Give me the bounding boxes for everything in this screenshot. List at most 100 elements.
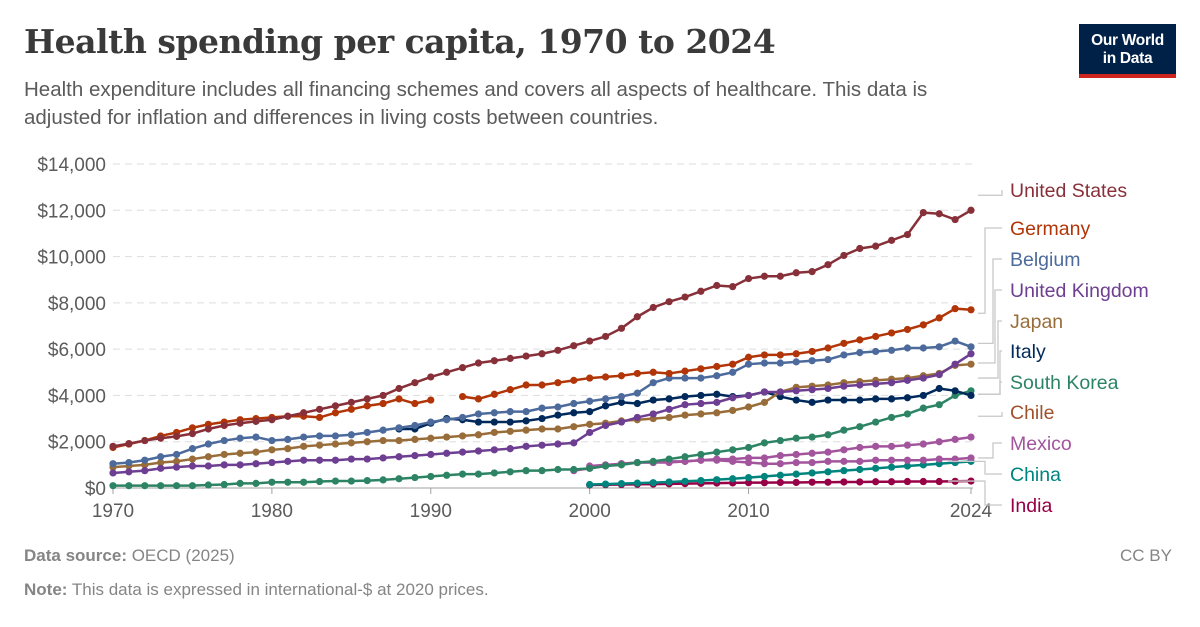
data-point[interactable] bbox=[872, 347, 880, 356]
data-point[interactable] bbox=[363, 395, 371, 403]
data-point[interactable] bbox=[331, 402, 340, 410]
data-point[interactable] bbox=[617, 418, 626, 426]
data-point[interactable] bbox=[204, 462, 212, 470]
data-point[interactable] bbox=[887, 395, 896, 403]
data-point[interactable] bbox=[570, 423, 578, 431]
data-point[interactable] bbox=[872, 442, 880, 450]
data-point[interactable] bbox=[824, 457, 832, 465]
data-point[interactable] bbox=[824, 261, 832, 269]
data-point[interactable] bbox=[935, 343, 943, 351]
data-point[interactable] bbox=[856, 336, 864, 344]
data-point[interactable] bbox=[808, 433, 816, 441]
data-point[interactable] bbox=[617, 480, 626, 488]
series-label[interactable]: Germany bbox=[1010, 218, 1090, 240]
data-point[interactable] bbox=[840, 351, 848, 359]
data-point[interactable] bbox=[458, 448, 467, 456]
data-point[interactable] bbox=[601, 395, 610, 403]
data-point[interactable] bbox=[633, 389, 641, 397]
data-point[interactable] bbox=[554, 346, 562, 354]
series-italy[interactable] bbox=[395, 384, 975, 433]
data-point[interactable] bbox=[840, 396, 848, 404]
data-point[interactable] bbox=[300, 456, 308, 464]
data-point[interactable] bbox=[427, 472, 435, 481]
data-point[interactable] bbox=[538, 404, 546, 412]
data-point[interactable] bbox=[919, 440, 927, 448]
data-point[interactable] bbox=[220, 436, 228, 445]
data-point[interactable] bbox=[522, 352, 530, 360]
data-point[interactable] bbox=[967, 454, 975, 462]
data-point[interactable] bbox=[268, 416, 276, 424]
data-point[interactable] bbox=[300, 409, 308, 417]
data-point[interactable] bbox=[331, 440, 340, 448]
data-point[interactable] bbox=[872, 380, 880, 388]
data-point[interactable] bbox=[744, 274, 753, 283]
data-point[interactable] bbox=[697, 391, 705, 400]
data-point[interactable] bbox=[633, 479, 641, 487]
data-point[interactable] bbox=[776, 452, 784, 460]
data-point[interactable] bbox=[379, 399, 387, 408]
data-point[interactable] bbox=[903, 462, 912, 470]
data-point[interactable] bbox=[776, 471, 784, 479]
data-point[interactable] bbox=[554, 440, 562, 448]
series-label[interactable]: Italy bbox=[1010, 341, 1046, 363]
data-point[interactable] bbox=[824, 468, 832, 476]
data-point[interactable] bbox=[760, 439, 769, 447]
data-point[interactable] bbox=[935, 438, 943, 446]
data-point[interactable] bbox=[554, 465, 562, 474]
data-point[interactable] bbox=[315, 432, 324, 440]
data-point[interactable] bbox=[903, 410, 912, 418]
series-belgium[interactable] bbox=[109, 337, 975, 468]
data-point[interactable] bbox=[633, 313, 641, 321]
data-point[interactable] bbox=[522, 467, 530, 475]
data-point[interactable] bbox=[665, 478, 673, 486]
data-point[interactable] bbox=[713, 281, 721, 290]
data-point[interactable] bbox=[856, 465, 864, 474]
data-point[interactable] bbox=[856, 423, 864, 431]
data-point[interactable] bbox=[744, 443, 753, 452]
data-point[interactable] bbox=[903, 376, 912, 384]
data-point[interactable] bbox=[665, 298, 673, 306]
data-point[interactable] bbox=[760, 351, 769, 359]
data-point[interactable] bbox=[840, 251, 848, 260]
data-point[interactable] bbox=[363, 476, 371, 485]
data-point[interactable] bbox=[951, 305, 959, 313]
data-point[interactable] bbox=[760, 460, 769, 468]
data-point[interactable] bbox=[109, 442, 117, 450]
data-point[interactable] bbox=[443, 433, 451, 441]
data-point[interactable] bbox=[919, 209, 927, 217]
data-point[interactable] bbox=[697, 450, 705, 459]
data-point[interactable] bbox=[887, 413, 896, 422]
data-point[interactable] bbox=[379, 391, 387, 400]
data-point[interactable] bbox=[188, 482, 197, 490]
data-point[interactable] bbox=[379, 476, 387, 484]
data-point[interactable] bbox=[474, 447, 483, 455]
data-point[interactable] bbox=[172, 463, 181, 471]
data-point[interactable] bbox=[840, 339, 848, 347]
data-point[interactable] bbox=[951, 360, 959, 368]
data-point[interactable] bbox=[967, 391, 975, 400]
data-point[interactable] bbox=[776, 388, 784, 396]
data-point[interactable] bbox=[411, 379, 419, 387]
data-point[interactable] bbox=[141, 482, 149, 490]
data-point[interactable] bbox=[808, 347, 816, 356]
data-point[interactable] bbox=[617, 392, 626, 401]
data-point[interactable] bbox=[935, 401, 943, 409]
data-point[interactable] bbox=[729, 475, 737, 483]
data-point[interactable] bbox=[586, 464, 594, 472]
owid-logo[interactable]: Our World in Data bbox=[1079, 24, 1176, 78]
data-point[interactable] bbox=[808, 357, 816, 365]
data-point[interactable] bbox=[601, 480, 610, 488]
data-point[interactable] bbox=[236, 419, 244, 427]
data-point[interactable] bbox=[729, 406, 737, 415]
data-point[interactable] bbox=[713, 448, 721, 456]
data-point[interactable] bbox=[474, 418, 483, 426]
data-point[interactable] bbox=[808, 458, 816, 467]
data-point[interactable] bbox=[141, 456, 149, 464]
data-point[interactable] bbox=[681, 293, 689, 301]
data-point[interactable] bbox=[331, 456, 340, 464]
data-point[interactable] bbox=[109, 460, 117, 468]
data-point[interactable] bbox=[713, 390, 721, 398]
data-point[interactable] bbox=[427, 450, 435, 459]
data-point[interactable] bbox=[681, 367, 689, 375]
data-point[interactable] bbox=[681, 401, 689, 409]
